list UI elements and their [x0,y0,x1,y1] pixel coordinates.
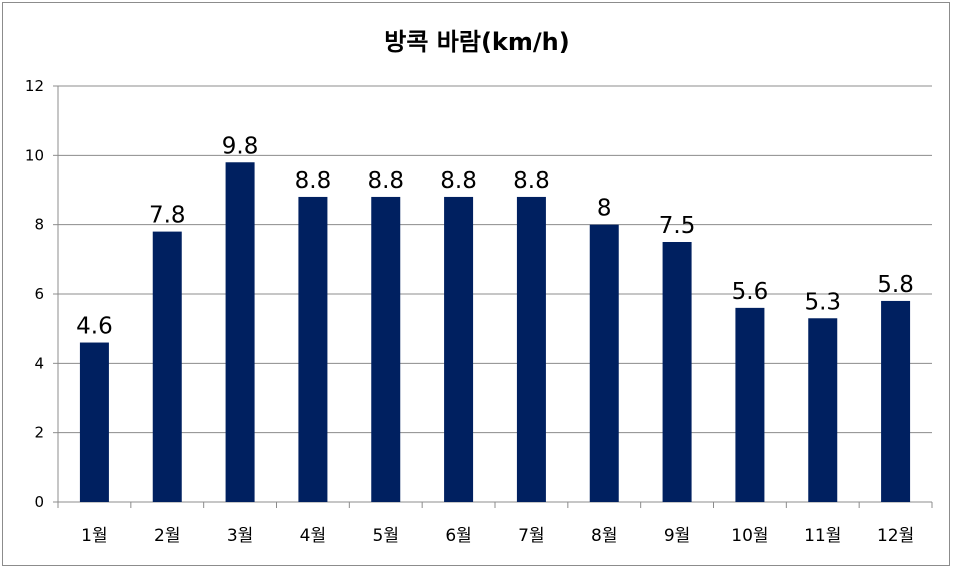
data-label: 8.8 [513,168,550,194]
data-label: 4.6 [76,314,113,340]
data-label: 8 [597,196,612,222]
bar [516,196,546,502]
data-label: 8.8 [295,168,332,194]
y-tick-label: 4 [34,354,44,372]
bar [371,196,401,502]
y-tick-label: 12 [25,77,44,95]
x-tick-label: 1월 [81,526,107,546]
x-tick-label: 7월 [518,526,544,546]
bar [225,162,255,502]
data-label: 8.8 [367,168,404,194]
x-tick-label: 9월 [664,526,690,546]
x-tick-label: 5월 [373,526,399,546]
data-label: 7.8 [149,203,186,229]
data-label: 5.3 [804,289,841,315]
x-tick-label: 10월 [731,526,768,546]
x-tick-label: 11월 [804,526,841,546]
chart-title: 방콕 바람(km/h) [384,28,570,56]
bar [662,242,692,502]
bar [298,196,328,502]
bar [444,196,474,502]
y-tick-label: 0 [34,493,44,511]
data-label: 7.5 [659,213,696,239]
x-tick-label: 6월 [445,526,471,546]
bar [152,231,182,502]
bar [808,318,838,502]
x-tick-label: 3월 [227,526,253,546]
bar [79,342,109,502]
data-label: 9.8 [222,133,259,159]
y-tick-label: 2 [34,424,44,442]
x-tick-label: 12월 [877,526,914,546]
data-label: 5.6 [732,279,769,305]
y-tick-label: 6 [34,285,44,303]
data-label: 8.8 [440,168,477,194]
bar [589,224,619,502]
y-tick-label: 8 [34,216,44,234]
x-tick-label: 2월 [154,526,180,546]
bar [881,300,911,502]
y-tick-label: 10 [25,146,44,164]
x-tick-label: 4월 [300,526,326,546]
bar [735,307,765,502]
x-tick-label: 8월 [591,526,617,546]
data-label: 5.8 [877,272,914,298]
